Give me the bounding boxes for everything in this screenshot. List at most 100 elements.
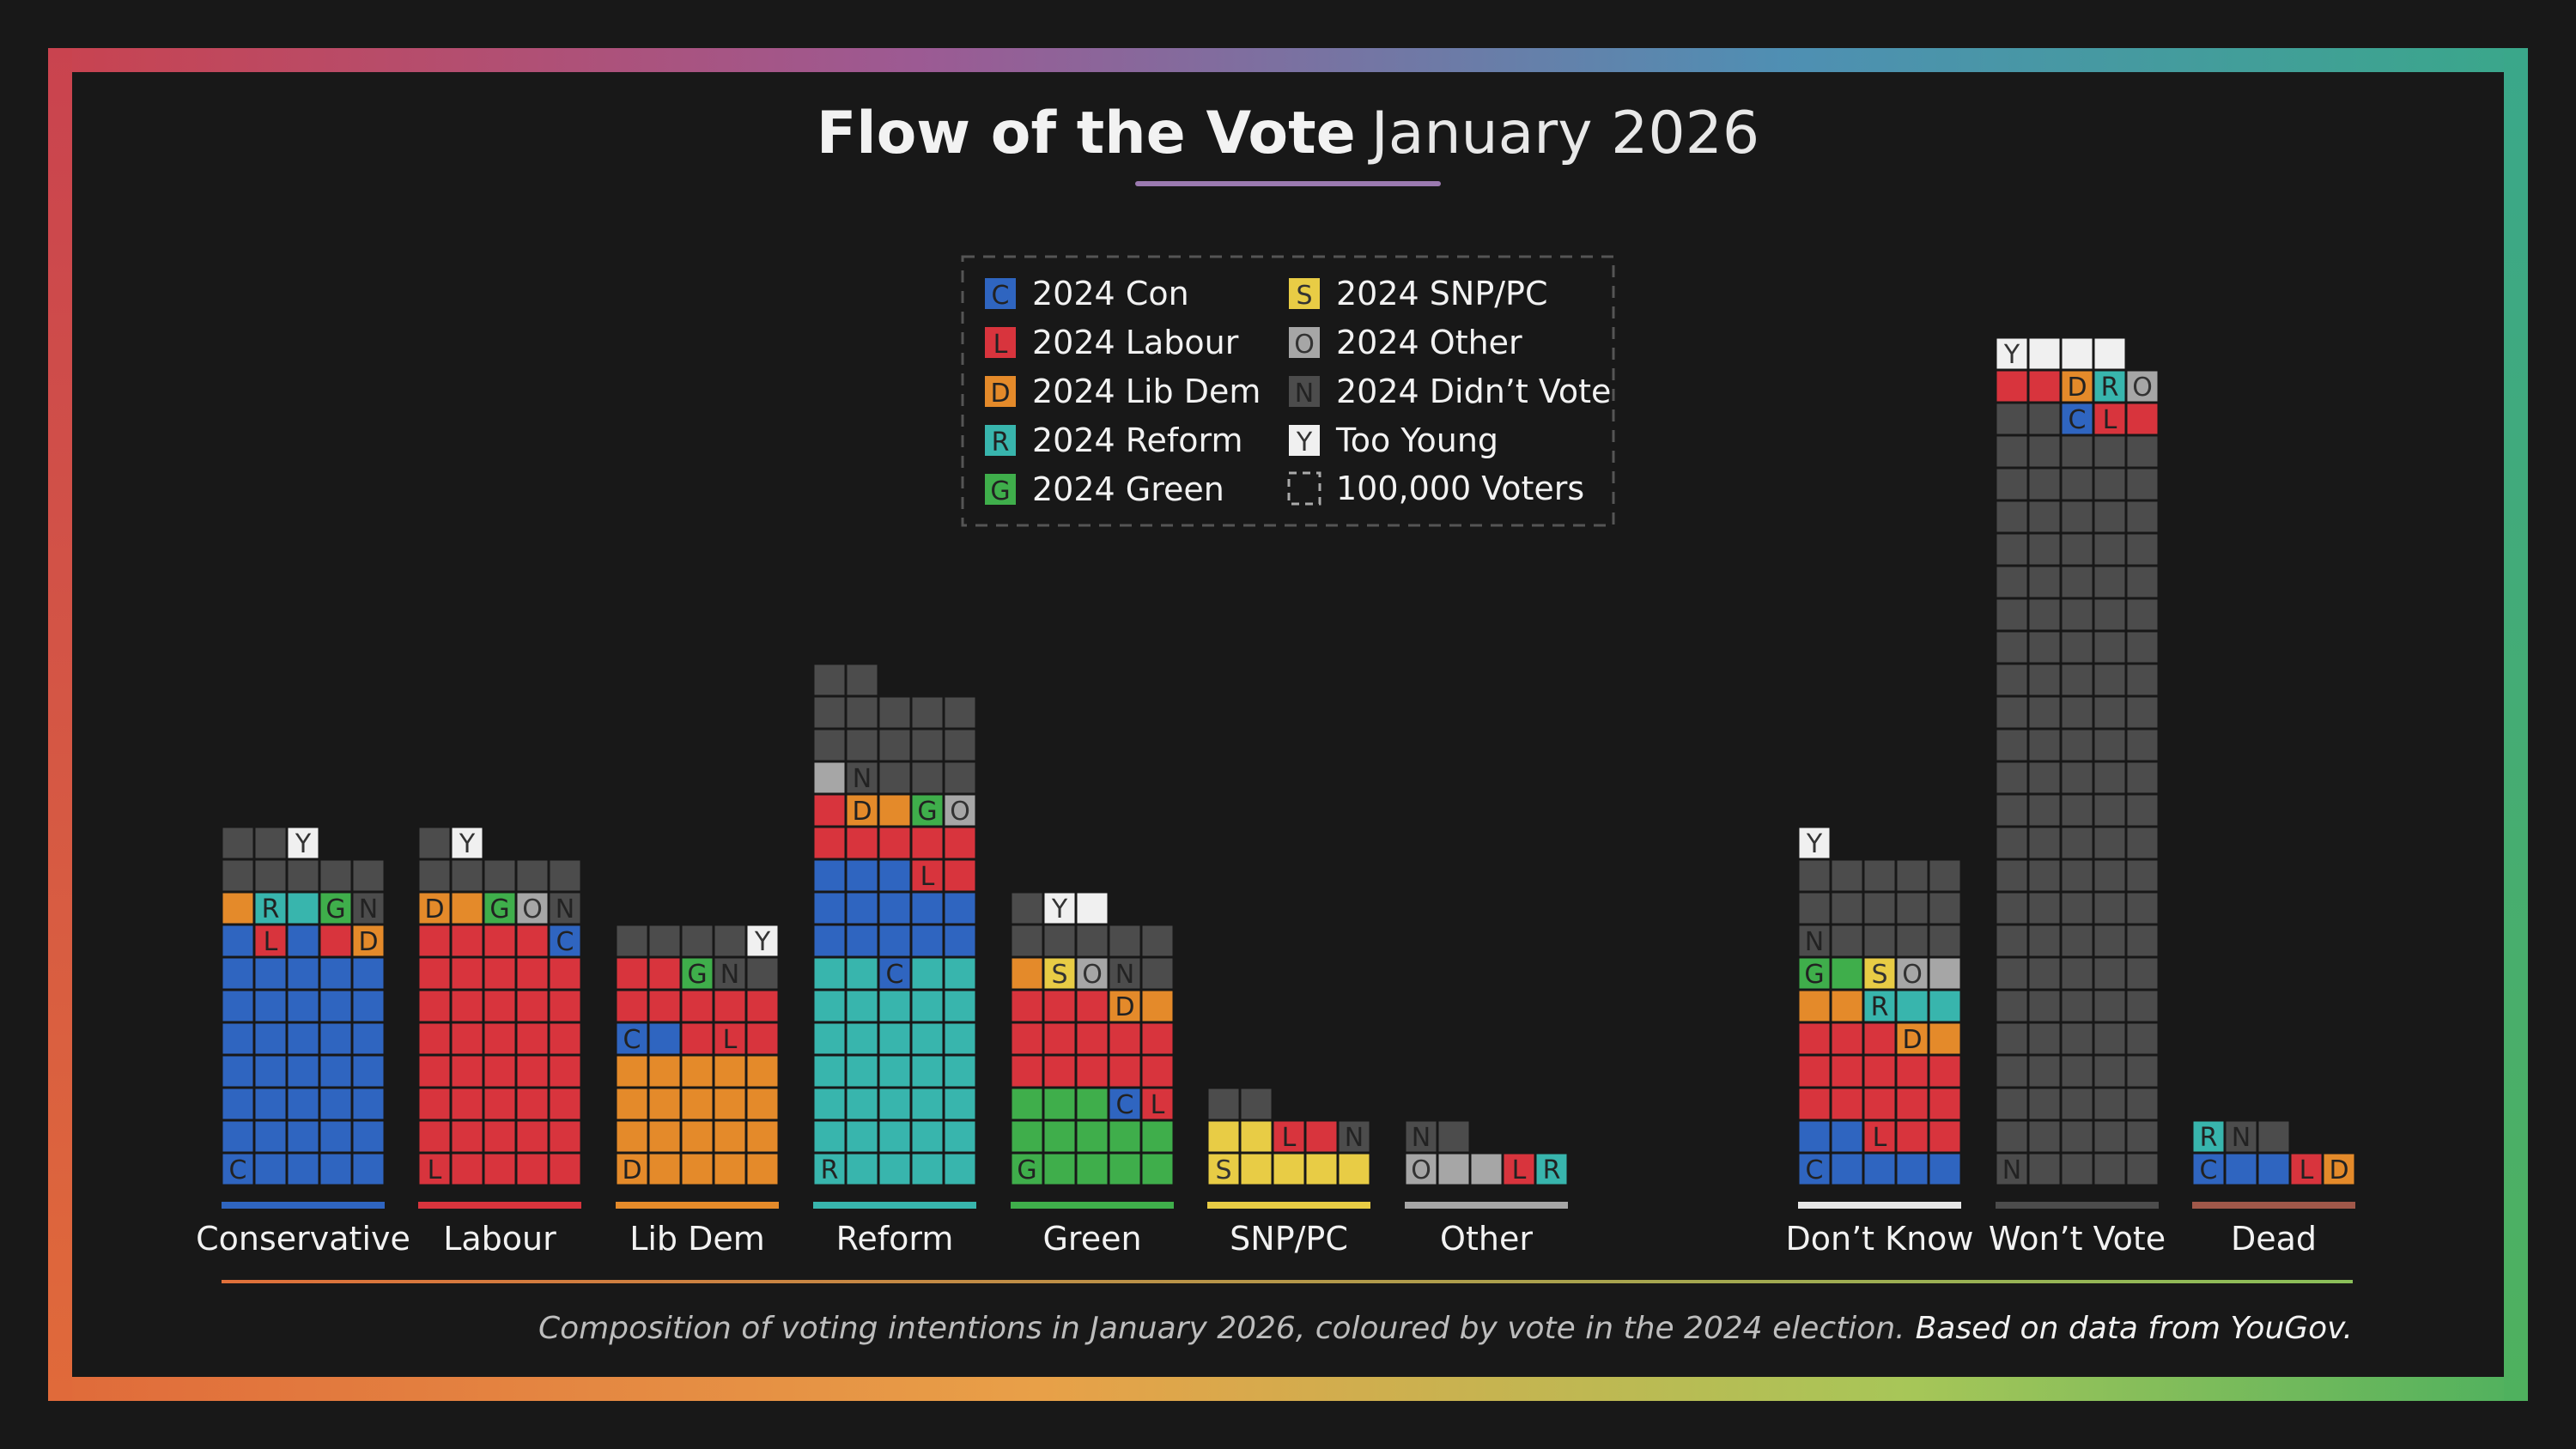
waffle-square — [714, 1154, 745, 1185]
waffle-square — [2094, 762, 2125, 793]
waffle-square — [747, 1056, 778, 1087]
waffle-square — [2029, 567, 2060, 597]
waffle-square-code: N — [2002, 1155, 2021, 1185]
waffle-square — [484, 860, 515, 891]
waffle-square — [353, 860, 384, 891]
waffle-square-code: G — [687, 960, 707, 990]
waffle-square — [945, 925, 975, 956]
bar-label: Other — [1440, 1220, 1533, 1258]
waffle-square-code: L — [1873, 1123, 1887, 1153]
waffle-square — [2094, 1121, 2125, 1152]
waffle-square — [222, 1088, 253, 1119]
legend-swatch-code: Y — [1296, 427, 1313, 458]
waffle-square — [419, 1154, 450, 1185]
bar-label: Dead — [2231, 1220, 2317, 1258]
waffle-square — [2127, 469, 2158, 500]
waffle-square — [912, 697, 943, 728]
waffle-square — [484, 925, 515, 956]
bar-label: Labour — [443, 1220, 556, 1258]
waffle-square — [1208, 1154, 1239, 1185]
waffle-square — [2127, 762, 2158, 793]
waffle-square — [879, 795, 910, 826]
waffle-square — [2029, 1121, 2060, 1152]
bar-label: Conservative — [196, 1220, 410, 1258]
waffle-square — [747, 1121, 778, 1152]
waffle-square — [1996, 1154, 2027, 1185]
waffle-square — [1996, 403, 2027, 434]
waffle-square — [255, 991, 286, 1022]
waffle-square — [912, 795, 943, 826]
waffle-square — [452, 860, 483, 891]
waffle-square — [649, 1023, 680, 1054]
waffle-square — [1996, 958, 2027, 989]
waffle-square — [2062, 436, 2093, 467]
waffle-square — [2127, 534, 2158, 565]
legend-item-l: L 2024 Labour — [985, 324, 1239, 361]
waffle-square — [2094, 795, 2125, 826]
waffle-square-code: L — [1151, 1090, 1165, 1120]
legend-label: 2024 Lib Dem — [1032, 373, 1261, 410]
waffle-square — [452, 1154, 483, 1185]
waffle-square — [1241, 1088, 1272, 1119]
waffle-square — [2062, 599, 2093, 630]
waffle-square — [222, 1023, 253, 1054]
waffle-square-code: C — [229, 1155, 247, 1185]
waffle-square — [419, 1088, 450, 1119]
waffle-square — [2127, 371, 2158, 402]
waffle-square — [2127, 828, 2158, 858]
waffle-square — [2127, 403, 2158, 434]
waffle-square — [1044, 1023, 1075, 1054]
waffle-square — [1897, 1088, 1928, 1119]
waffle-square — [1142, 925, 1173, 956]
waffle-square — [484, 1023, 515, 1054]
waffle-square — [945, 958, 975, 989]
legend-swatch — [985, 425, 1016, 456]
waffle-square — [912, 991, 943, 1022]
waffle-square — [814, 795, 845, 826]
waffle-square — [1996, 762, 2027, 793]
waffle-square — [288, 1121, 319, 1152]
waffle-square — [1864, 1023, 1895, 1054]
waffle-square — [452, 1121, 483, 1152]
waffle-square-code: N — [1115, 960, 1134, 990]
waffle-square-code: N — [359, 894, 378, 925]
waffle-square — [517, 1088, 548, 1119]
legend-swatch — [985, 376, 1016, 407]
waffle-square — [814, 1154, 845, 1185]
waffle-square — [1339, 1121, 1370, 1152]
waffle-square — [814, 828, 845, 858]
waffle-square — [1799, 1088, 1830, 1119]
waffle-square — [649, 1121, 680, 1152]
waffle-square — [2029, 697, 2060, 728]
waffle-square — [255, 1056, 286, 1087]
waffle-square — [2029, 338, 2060, 369]
legend-swatch — [1289, 376, 1320, 407]
waffle-square — [2029, 1088, 2060, 1119]
waffle-square — [517, 1023, 548, 1054]
waffle-square — [2193, 1121, 2224, 1152]
waffle-square-code: O — [950, 797, 970, 827]
waffle-square — [1077, 1121, 1108, 1152]
waffle-square — [912, 762, 943, 793]
waffle-square — [1832, 1088, 1862, 1119]
waffle-square — [1996, 991, 2027, 1022]
waffle-square — [912, 1023, 943, 1054]
waffle-square-code: C — [2200, 1155, 2218, 1185]
waffle-square-code: N — [853, 764, 872, 794]
waffle-square — [1929, 925, 1960, 956]
waffle-square — [1142, 991, 1173, 1022]
waffle-square — [2062, 501, 2093, 532]
waffle-square — [2062, 860, 2093, 891]
waffle-square — [1406, 1154, 1437, 1185]
waffle-square — [288, 893, 319, 924]
waffle-square — [814, 893, 845, 924]
legend-item-s: S 2024 SNP/PC — [1289, 275, 1548, 312]
waffle-square — [912, 730, 943, 761]
waffle-square — [945, 1023, 975, 1054]
waffle-square — [1109, 991, 1140, 1022]
legend-label: 2024 Reform — [1032, 421, 1242, 459]
bar-label: Won’t Vote — [1989, 1220, 2166, 1258]
waffle-square — [1996, 501, 2027, 532]
waffle-square — [847, 730, 878, 761]
waffle-square — [2127, 599, 2158, 630]
